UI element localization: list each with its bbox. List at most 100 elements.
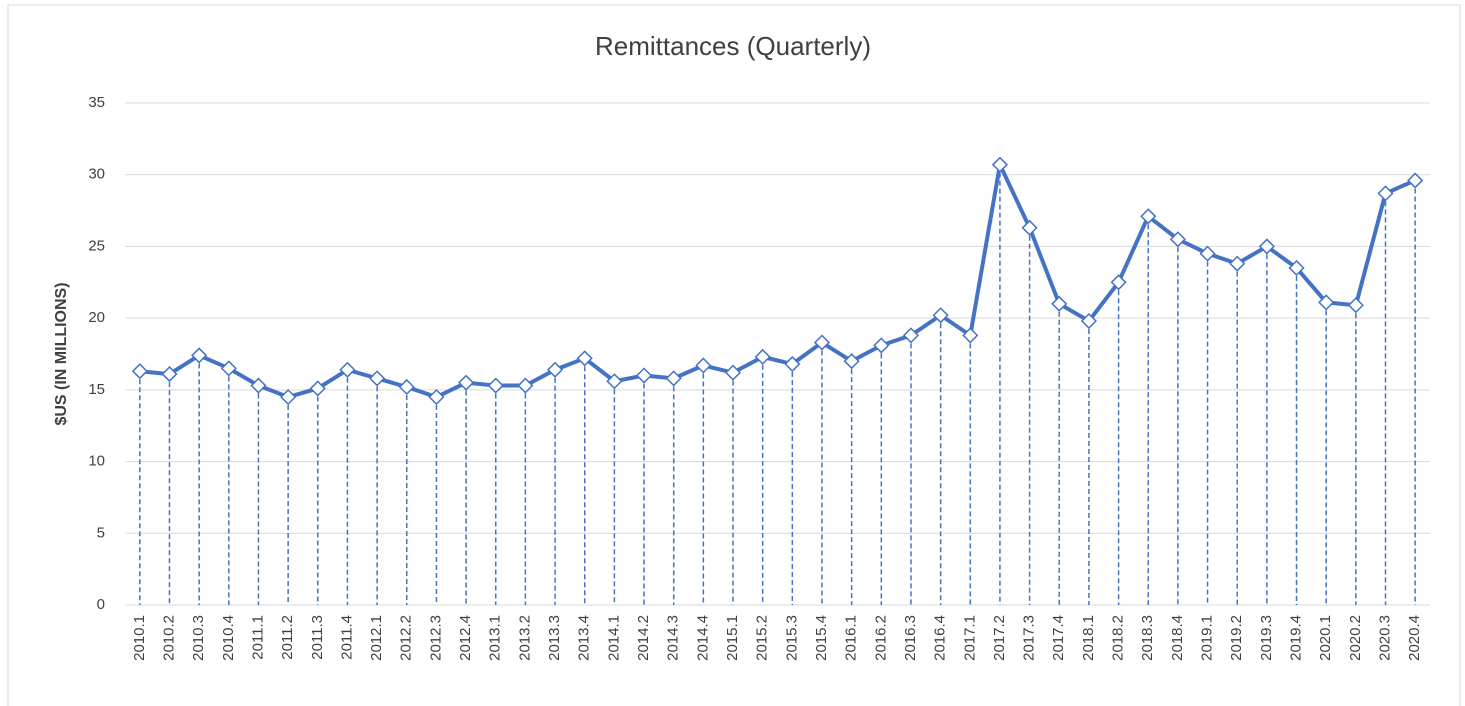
data-point bbox=[369, 370, 386, 387]
y-axis-label: $US (IN MILLIONS) bbox=[53, 282, 70, 425]
y-tick-label: 25 bbox=[88, 237, 105, 254]
data-point bbox=[991, 156, 1009, 173]
data-point bbox=[1258, 238, 1275, 255]
x-tick-label: 2014.1 bbox=[605, 615, 622, 661]
x-tick-label: 2019.1 bbox=[1199, 615, 1216, 661]
x-tick-label: 2015.2 bbox=[754, 615, 771, 661]
x-tick-label: 2020.3 bbox=[1376, 615, 1393, 661]
y-tick-label: 30 bbox=[88, 166, 105, 183]
x-tick-label: 2016.3 bbox=[902, 615, 919, 661]
data-point bbox=[784, 355, 801, 373]
x-tick-label: 2010.2 bbox=[160, 615, 177, 661]
data-point bbox=[220, 360, 237, 377]
data-point bbox=[1407, 172, 1424, 189]
data-point bbox=[428, 388, 445, 406]
x-tick-label: 2011.4 bbox=[338, 615, 355, 660]
y-tick-label: 10 bbox=[88, 453, 105, 470]
data-point bbox=[191, 347, 208, 364]
x-tick-label: 2020.1 bbox=[1317, 615, 1334, 661]
x-tick-label: 2019.2 bbox=[1228, 615, 1245, 661]
data-point bbox=[873, 337, 890, 354]
data-point bbox=[606, 373, 623, 390]
x-tick-label: 2016.2 bbox=[872, 615, 889, 661]
y-tick-label: 15 bbox=[88, 381, 105, 398]
data-point bbox=[1288, 259, 1305, 277]
data-point bbox=[339, 361, 356, 378]
x-tick-label: 2014.4 bbox=[694, 615, 711, 661]
data-point bbox=[131, 363, 148, 380]
x-tick-label: 2013.4 bbox=[576, 615, 593, 661]
data-point bbox=[843, 353, 860, 370]
x-tick-label: 2015.4 bbox=[813, 615, 830, 661]
data-point bbox=[962, 327, 979, 344]
x-tick-label: 2018.3 bbox=[1139, 615, 1156, 661]
data-point bbox=[902, 327, 920, 344]
data-point bbox=[1377, 185, 1394, 202]
data-point bbox=[546, 361, 564, 378]
y-tick-label: 5 bbox=[97, 524, 105, 541]
data-point bbox=[1140, 208, 1157, 225]
data-point bbox=[280, 388, 297, 406]
data-point bbox=[695, 357, 712, 374]
data-point bbox=[932, 307, 949, 324]
x-tick-label: 2010.4 bbox=[220, 615, 237, 661]
y-tick-label: 20 bbox=[88, 309, 105, 326]
x-tick-label: 2013.3 bbox=[546, 615, 563, 661]
x-tick-label: 2018.2 bbox=[1110, 615, 1127, 661]
x-tick-label: 2015.3 bbox=[783, 615, 800, 661]
data-point bbox=[1021, 219, 1038, 236]
x-tick-label: 2018.4 bbox=[1169, 615, 1186, 661]
chart-frame bbox=[7, 4, 1461, 706]
data-point bbox=[724, 364, 742, 381]
x-tick-label: 2019.4 bbox=[1288, 615, 1305, 661]
data-point bbox=[398, 378, 415, 396]
x-tick-label: 2012.3 bbox=[427, 615, 444, 661]
data-point bbox=[754, 348, 771, 365]
x-tick-label: 2017.3 bbox=[1021, 615, 1038, 661]
x-tick-label: 2010.3 bbox=[190, 615, 207, 661]
data-point bbox=[309, 380, 326, 397]
data-point bbox=[1229, 255, 1246, 272]
data-point bbox=[1080, 312, 1097, 330]
x-tick-label: 2010.1 bbox=[131, 615, 148, 661]
x-tick-label: 2016.1 bbox=[843, 615, 860, 661]
x-tick-label: 2013.2 bbox=[516, 615, 533, 661]
chart-title: Remittances (Quarterly) bbox=[595, 31, 871, 61]
x-tick-label: 2013.1 bbox=[487, 615, 504, 661]
data-point bbox=[1318, 294, 1335, 311]
data-point bbox=[517, 377, 534, 394]
x-tick-label: 2012.2 bbox=[398, 615, 415, 661]
data-point bbox=[487, 377, 504, 394]
data-point bbox=[161, 366, 178, 383]
x-tick-label: 2014.2 bbox=[635, 615, 652, 661]
x-tick-label: 2016.4 bbox=[932, 615, 949, 661]
data-point bbox=[665, 370, 682, 387]
x-tick-label: 2020.2 bbox=[1347, 615, 1364, 661]
x-tick-label: 2019.3 bbox=[1258, 615, 1275, 661]
x-tick-label: 2018.1 bbox=[1080, 615, 1097, 661]
x-tick-label: 2015.1 bbox=[724, 615, 741, 661]
data-point bbox=[1110, 274, 1127, 291]
x-tick-label: 2011.2 bbox=[279, 615, 296, 660]
data-point bbox=[1051, 295, 1068, 312]
x-tick-label: 2020.4 bbox=[1406, 615, 1423, 661]
x-tick-label: 2017.1 bbox=[961, 615, 978, 661]
x-tick-label: 2014.3 bbox=[665, 615, 682, 661]
x-tick-label: 2017.4 bbox=[1050, 615, 1067, 661]
data-point bbox=[635, 367, 653, 384]
data-point bbox=[250, 377, 267, 394]
y-tick-label: 0 bbox=[97, 596, 105, 613]
y-tick-label: 35 bbox=[88, 94, 105, 111]
data-point bbox=[576, 350, 593, 367]
x-tick-label: 2011.3 bbox=[309, 615, 326, 660]
x-tick-label: 2017.2 bbox=[991, 615, 1008, 661]
data-point bbox=[813, 334, 831, 351]
x-tick-label: 2012.4 bbox=[457, 615, 474, 661]
data-point bbox=[1199, 245, 1216, 262]
x-tick-label: 2012.1 bbox=[368, 615, 385, 661]
data-point bbox=[1169, 231, 1186, 248]
data-point bbox=[458, 374, 475, 391]
data-point bbox=[1347, 297, 1364, 314]
x-tick-label: 2011.1 bbox=[249, 615, 266, 660]
